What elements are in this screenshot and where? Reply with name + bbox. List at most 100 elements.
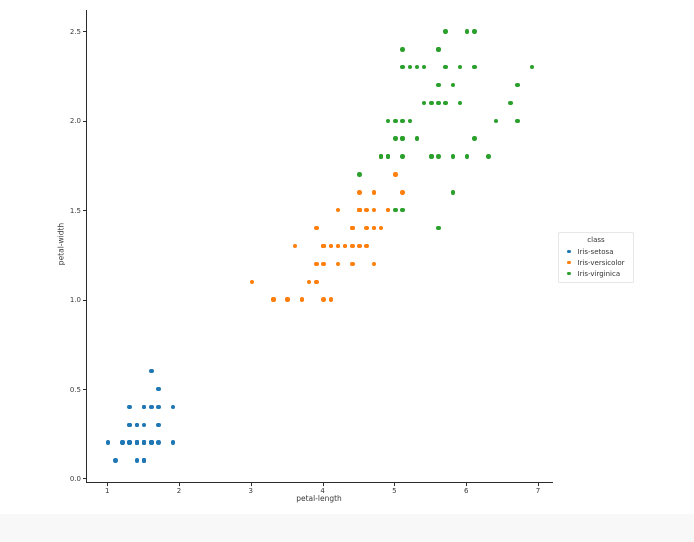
x-tick-mark bbox=[537, 483, 539, 486]
data-point-iris-versicolor bbox=[350, 243, 355, 249]
data-point-iris-setosa bbox=[149, 404, 154, 410]
y-tick-label: 2.5 bbox=[69, 27, 81, 36]
data-point-iris-virginica bbox=[443, 100, 448, 106]
data-point-iris-virginica bbox=[421, 100, 427, 106]
data-point-iris-setosa bbox=[113, 458, 118, 463]
data-point-iris-versicolor bbox=[400, 190, 405, 195]
y-tick-label: 0.0 bbox=[69, 474, 81, 483]
legend-label: Iris-versicolor bbox=[577, 258, 625, 267]
legend-entries: Iris-setosa Iris-versicolor Iris-virginica bbox=[559, 246, 633, 279]
data-point-iris-setosa bbox=[156, 404, 161, 410]
data-point-iris-virginica bbox=[472, 136, 477, 141]
data-point-iris-virginica bbox=[464, 154, 470, 159]
data-point-iris-virginica bbox=[450, 190, 456, 195]
x-tick-label: 5 bbox=[392, 487, 397, 495]
data-point-iris-setosa bbox=[127, 440, 132, 445]
data-point-iris-virginica bbox=[414, 136, 420, 141]
data-point-iris-setosa bbox=[149, 440, 154, 445]
data-point-iris-virginica bbox=[400, 47, 405, 52]
data-point-iris-versicolor bbox=[271, 297, 276, 302]
data-point-iris-virginica bbox=[414, 64, 420, 70]
data-point-iris-versicolor bbox=[357, 243, 362, 249]
y-tick-mark bbox=[83, 299, 86, 301]
x-tick-mark bbox=[466, 483, 468, 486]
data-point-iris-versicolor bbox=[249, 279, 255, 284]
data-point-iris-virginica bbox=[486, 154, 491, 159]
data-point-iris-virginica bbox=[393, 118, 398, 124]
legend-label: Iris-virginica bbox=[577, 269, 621, 278]
data-point-iris-versicolor bbox=[314, 279, 319, 284]
y-axis-label: petal-width bbox=[56, 222, 66, 266]
data-point-iris-setosa bbox=[134, 422, 140, 428]
data-point-iris-versicolor bbox=[335, 207, 341, 213]
y-tick-label: 1.5 bbox=[69, 206, 81, 215]
data-point-iris-virginica bbox=[407, 64, 412, 70]
x-tick-label: 1 bbox=[104, 487, 110, 495]
data-point-iris-versicolor bbox=[364, 225, 369, 231]
data-point-iris-versicolor bbox=[314, 225, 319, 231]
legend-label: Iris-setosa bbox=[577, 247, 614, 256]
data-point-iris-versicolor bbox=[321, 261, 326, 267]
data-point-iris-versicolor bbox=[364, 243, 369, 249]
data-point-iris-virginica bbox=[436, 225, 441, 231]
data-point-iris-versicolor bbox=[350, 225, 355, 231]
data-point-iris-virginica bbox=[508, 100, 513, 106]
data-point-iris-versicolor bbox=[321, 243, 326, 249]
y-tick-mark bbox=[83, 389, 86, 391]
data-point-iris-setosa bbox=[156, 440, 161, 445]
data-point-iris-setosa bbox=[156, 422, 161, 428]
data-point-iris-versicolor bbox=[371, 190, 377, 195]
data-point-iris-virginica bbox=[429, 100, 434, 106]
data-point-iris-setosa bbox=[127, 404, 132, 410]
y-tick-label: 2.0 bbox=[69, 117, 81, 126]
data-point-iris-versicolor bbox=[328, 297, 334, 302]
y-tick-mark bbox=[83, 120, 86, 122]
data-point-iris-virginica bbox=[357, 172, 362, 177]
y-tick-mark bbox=[83, 31, 86, 33]
legend-marker-icon bbox=[567, 271, 571, 276]
x-tick-mark bbox=[107, 483, 109, 486]
data-point-iris-virginica bbox=[529, 64, 535, 70]
data-point-iris-virginica bbox=[464, 29, 470, 34]
data-point-iris-versicolor bbox=[299, 297, 305, 302]
data-point-iris-versicolor bbox=[385, 207, 391, 213]
x-tick-mark bbox=[178, 483, 180, 486]
data-point-iris-setosa bbox=[141, 458, 147, 463]
data-point-iris-virginica bbox=[436, 100, 441, 106]
data-point-iris-virginica bbox=[493, 118, 499, 124]
data-point-iris-virginica bbox=[457, 100, 463, 106]
data-point-iris-virginica bbox=[450, 154, 456, 159]
data-point-iris-setosa bbox=[156, 386, 161, 392]
data-point-iris-versicolor bbox=[335, 261, 341, 267]
legend-entry: Iris-virginica bbox=[559, 268, 633, 279]
data-point-iris-virginica bbox=[400, 154, 405, 159]
data-point-iris-versicolor bbox=[306, 279, 312, 284]
y-tick-mark bbox=[83, 478, 86, 480]
data-point-iris-versicolor bbox=[378, 225, 384, 231]
x-axis-label: petal-length bbox=[296, 494, 342, 503]
data-point-iris-virginica bbox=[400, 207, 405, 213]
data-point-iris-virginica bbox=[472, 64, 477, 70]
data-point-iris-versicolor bbox=[350, 261, 355, 267]
data-point-iris-versicolor bbox=[328, 243, 334, 249]
data-point-iris-setosa bbox=[120, 440, 125, 445]
data-point-iris-versicolor bbox=[371, 261, 377, 267]
y-tick-mark bbox=[83, 210, 86, 212]
data-point-iris-virginica bbox=[515, 118, 520, 124]
x-tick-mark bbox=[322, 483, 324, 486]
x-tick-label: 3 bbox=[248, 487, 254, 495]
data-point-iris-versicolor bbox=[292, 243, 298, 249]
data-point-iris-virginica bbox=[450, 82, 456, 88]
legend: class Iris-setosa Iris-versicolor Iris-vir… bbox=[558, 232, 634, 283]
y-tick-label: 1.0 bbox=[69, 296, 81, 305]
data-point-iris-setosa bbox=[127, 422, 132, 428]
data-point-iris-setosa bbox=[134, 458, 140, 463]
x-tick-label: 2 bbox=[176, 487, 182, 495]
data-point-iris-virginica bbox=[378, 154, 384, 159]
data-point-iris-setosa bbox=[105, 440, 111, 445]
data-point-iris-virginica bbox=[385, 118, 391, 124]
data-point-iris-virginica bbox=[400, 64, 405, 70]
data-point-iris-virginica bbox=[400, 118, 405, 124]
data-point-iris-versicolor bbox=[335, 243, 341, 249]
